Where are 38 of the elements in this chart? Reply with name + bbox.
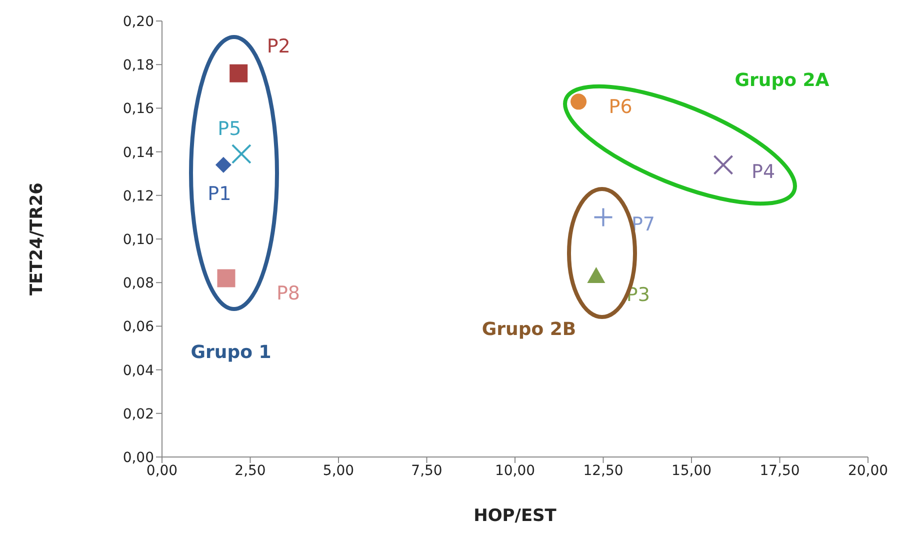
annotation: Grupo 2B bbox=[482, 318, 576, 340]
y-tick-label: 0,12 bbox=[122, 188, 154, 204]
y-tick-label: 0,18 bbox=[122, 58, 154, 74]
y-tick-label: 0,10 bbox=[122, 232, 154, 248]
y-tick-label: 0,02 bbox=[122, 406, 154, 422]
series-label: P1 bbox=[208, 183, 232, 206]
y-tick-label: 0,20 bbox=[122, 14, 154, 30]
point bbox=[231, 144, 252, 164]
y-tick-label: 0,08 bbox=[122, 276, 154, 292]
text: P8 bbox=[276, 282, 300, 304]
x-tick-label: 5,00 bbox=[322, 462, 354, 479]
y-axis-title: TET24/TR26 bbox=[27, 182, 48, 296]
point bbox=[217, 269, 236, 288]
y-tick-label: 0,16 bbox=[122, 101, 154, 118]
x-axis-title: HOP/EST bbox=[474, 506, 557, 526]
y-tick-label: 0,04 bbox=[122, 362, 154, 379]
series-label: P5 bbox=[218, 118, 242, 140]
series-label: P7 bbox=[631, 213, 656, 236]
series-label: P4 bbox=[751, 161, 776, 184]
x-tick-label: 17,50 bbox=[760, 462, 800, 479]
annotation: Grupo 2A bbox=[734, 70, 830, 91]
point bbox=[570, 94, 587, 110]
x-tick-label: 12,50 bbox=[583, 462, 624, 479]
series-label: P6 bbox=[608, 96, 632, 118]
point bbox=[713, 154, 734, 175]
x-tick-label: 20,00 bbox=[848, 462, 888, 479]
y-tick-label: 0,14 bbox=[122, 144, 154, 161]
point bbox=[587, 267, 606, 284]
annotation: Grupo 1 bbox=[190, 342, 272, 363]
x-tick-label: 15,00 bbox=[671, 462, 712, 479]
point bbox=[230, 64, 248, 82]
point bbox=[593, 207, 614, 228]
y-tick-label: 0,06 bbox=[122, 319, 154, 336]
x-tick-label: 10,00 bbox=[494, 462, 536, 479]
x-tick-label: 7,50 bbox=[411, 462, 442, 479]
x-tick-label: 2,50 bbox=[234, 462, 266, 479]
series-label: P2 bbox=[266, 36, 290, 58]
point bbox=[215, 156, 232, 173]
